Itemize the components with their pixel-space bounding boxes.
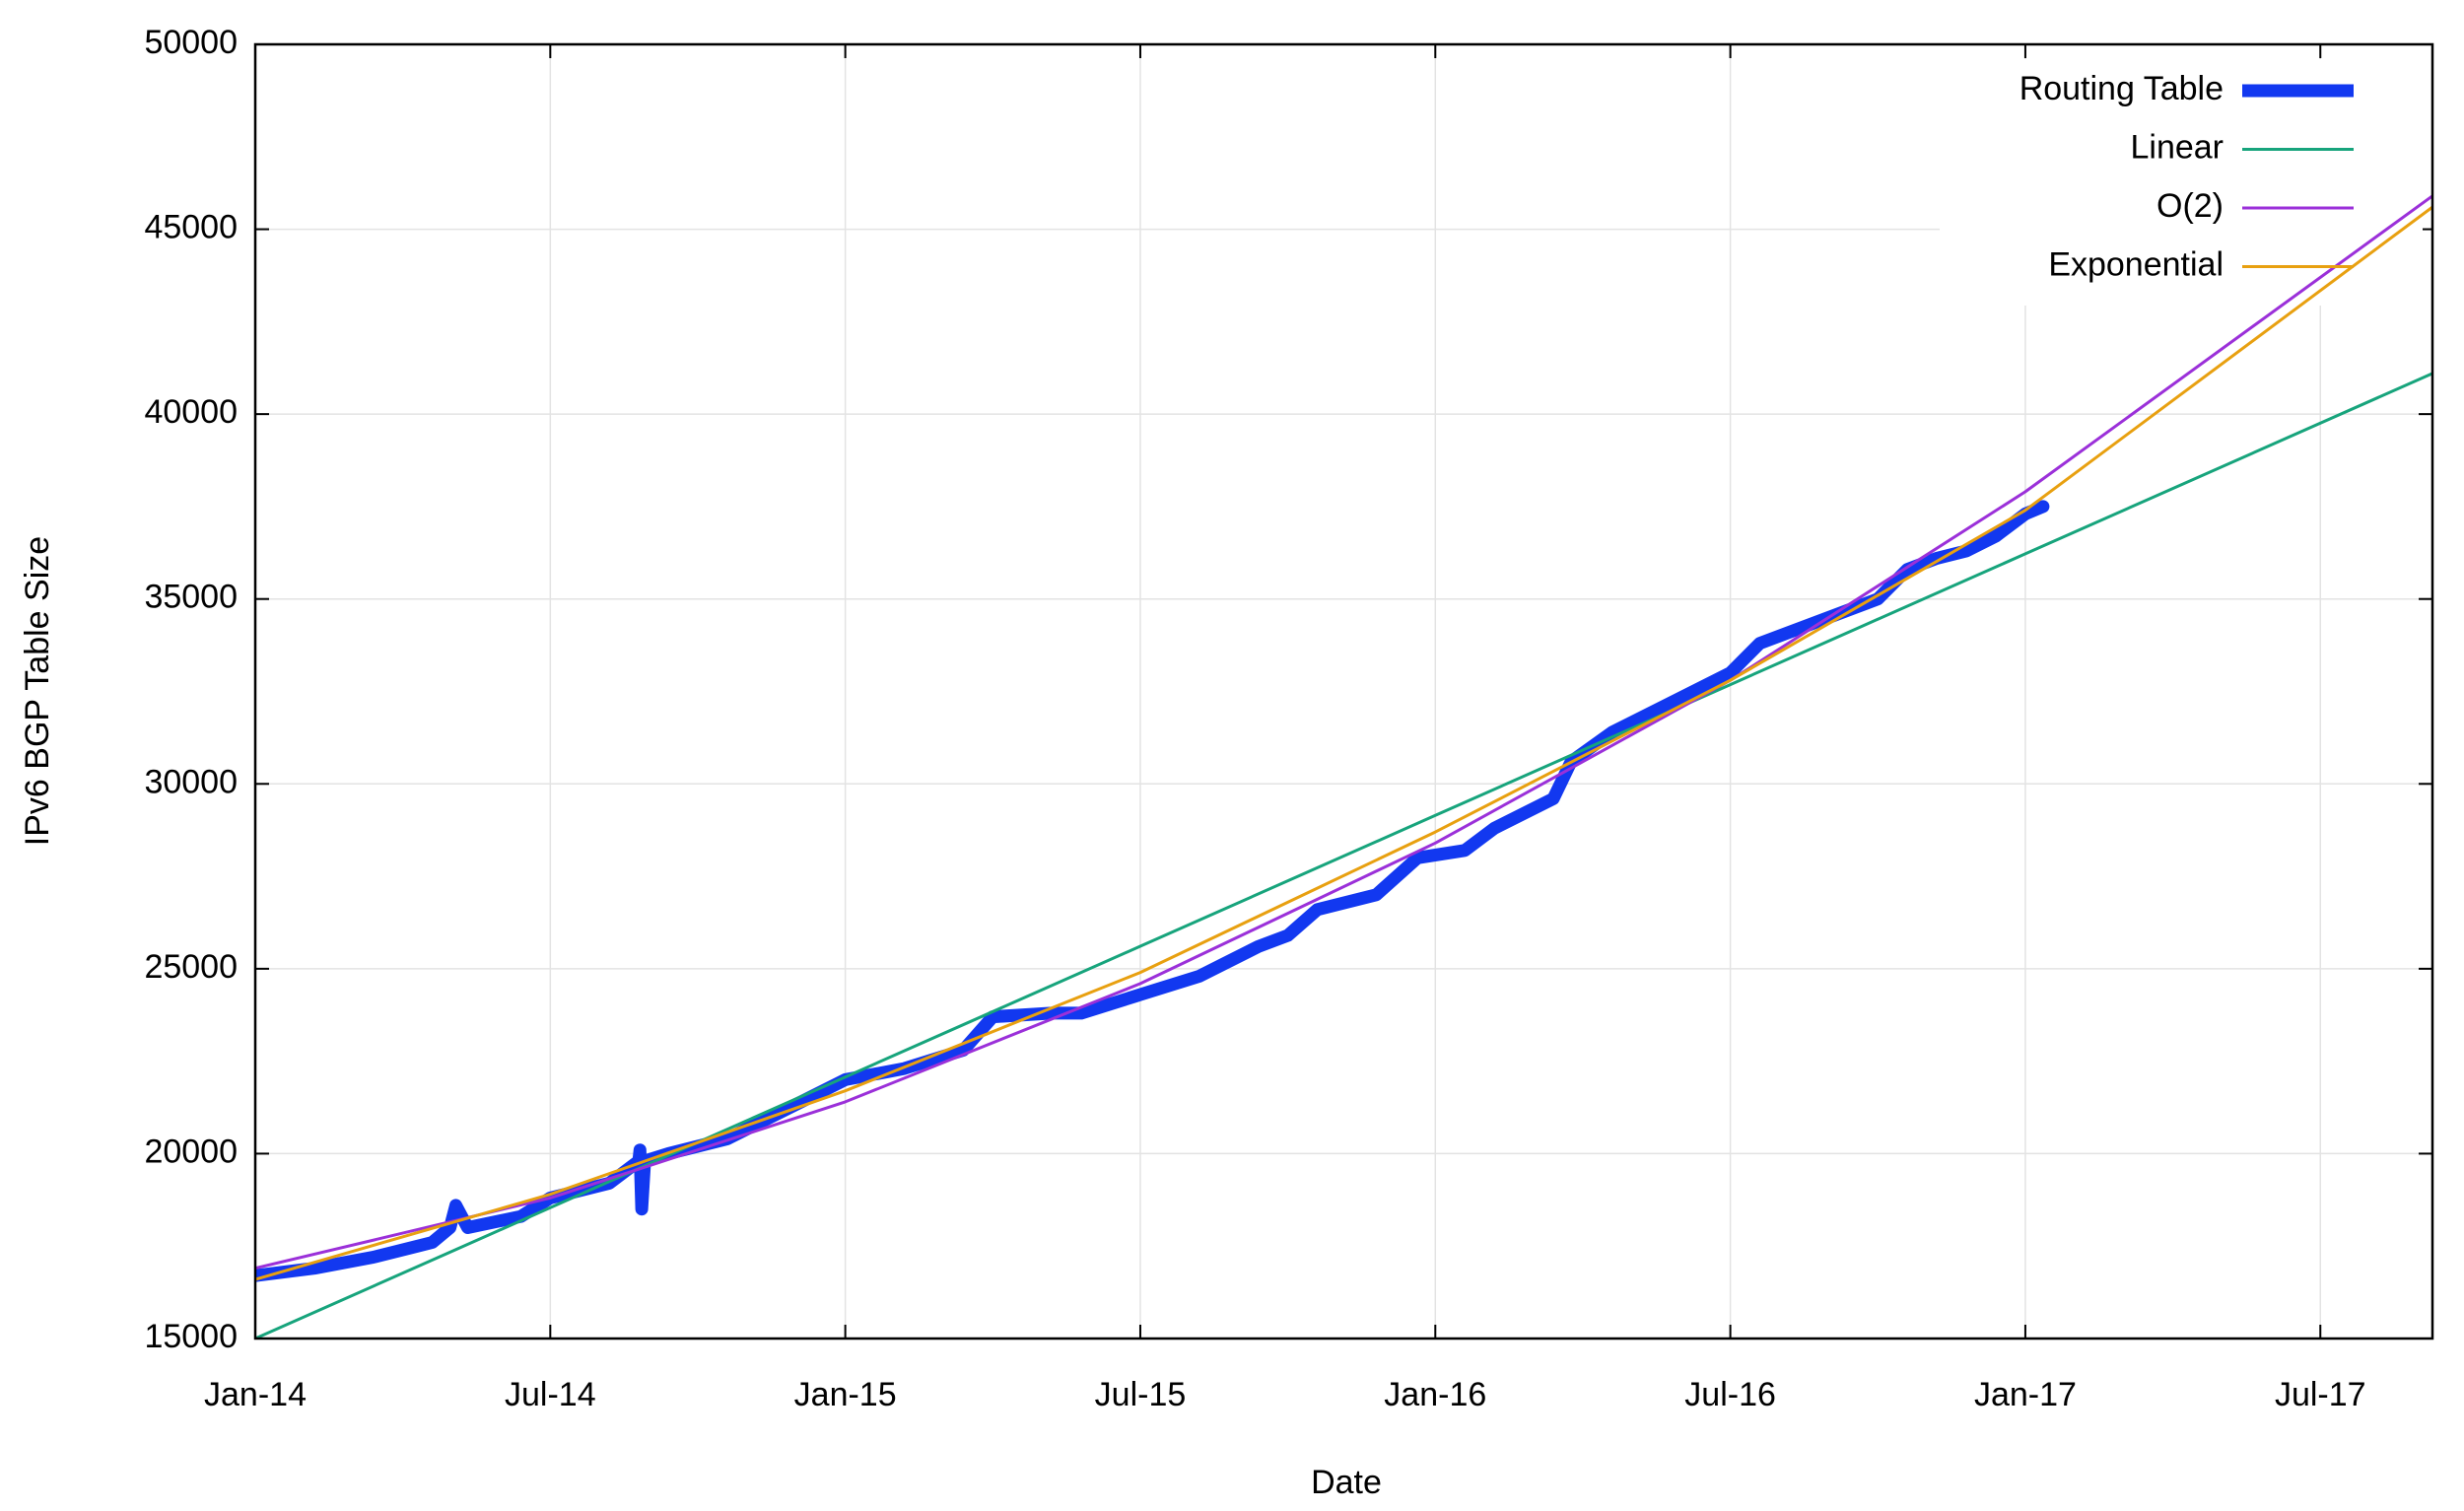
legend-label: Exponential [2048,245,2224,283]
series-line [255,500,2050,1282]
plot-frame [253,42,2434,1340]
y-axis-label: IPv6 BGP Table Size [19,536,56,846]
series-line [255,205,2432,1281]
series-line [255,372,2432,1339]
x-tick-label: Jan-17 [1974,1376,2077,1413]
x-tick-label: Jan-15 [794,1376,897,1413]
x-tick-label: Jan-14 [204,1376,307,1413]
x-tick-label: Jul-16 [1684,1376,1776,1413]
x-tick-label: Jan-16 [1384,1376,1486,1413]
y-tick-label: 15000 [144,1318,238,1355]
x-tick-label: Jul-15 [1095,1376,1187,1413]
x-tick-label: Jul-17 [2275,1376,2366,1413]
series-line [255,194,2432,1271]
y-tick-label: 50000 [144,24,238,61]
y-tick-label: 30000 [144,763,238,800]
legend-label: Linear [2130,128,2224,166]
x-tick-label: Jul-14 [505,1376,596,1413]
y-tick-label: 25000 [144,948,238,986]
y-tick-label: 20000 [144,1133,238,1170]
y-tick-label: 45000 [144,209,238,246]
y-tick-label: 35000 [144,579,238,616]
legend-label: O(2) [2156,187,2224,225]
x-axis-label: Date [1311,1464,1382,1501]
legend-box [1940,59,2423,306]
legend-label: Routing Table [2019,70,2224,107]
y-tick-label: 40000 [144,393,238,431]
